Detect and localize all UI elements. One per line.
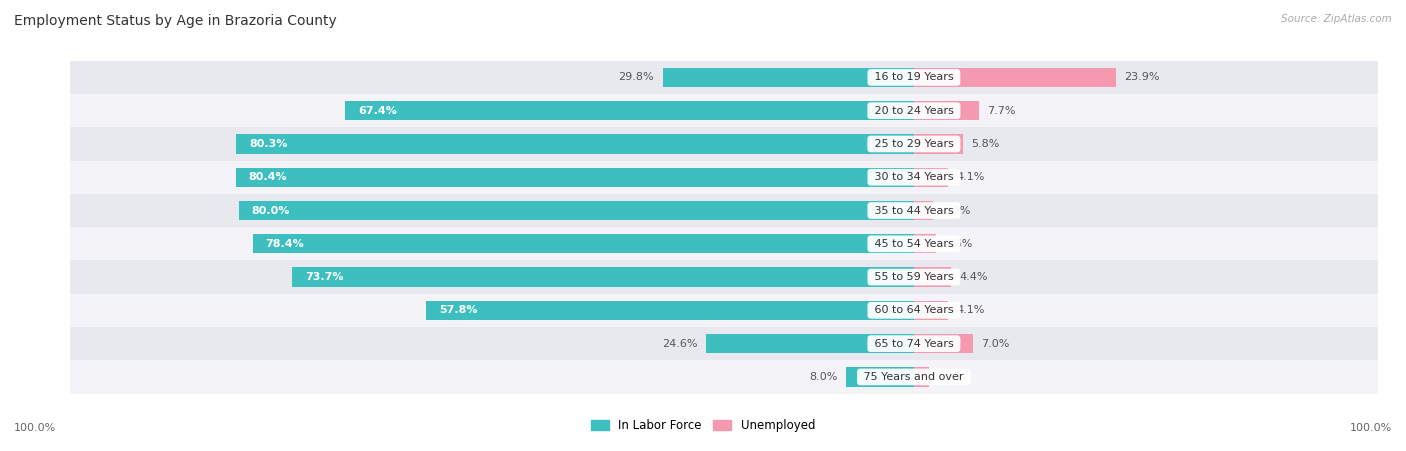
- Bar: [253, 234, 914, 253]
- Text: 7.0%: 7.0%: [981, 339, 1010, 349]
- Text: 7.7%: 7.7%: [987, 106, 1015, 116]
- Bar: [914, 101, 979, 120]
- Bar: [846, 367, 914, 387]
- Bar: [914, 267, 950, 287]
- Text: 2.6%: 2.6%: [945, 239, 973, 249]
- Text: 4.1%: 4.1%: [957, 172, 986, 182]
- Text: 20 to 24 Years: 20 to 24 Years: [870, 106, 957, 116]
- Text: 60 to 64 Years: 60 to 64 Years: [870, 305, 957, 315]
- Text: 65 to 74 Years: 65 to 74 Years: [870, 339, 957, 349]
- Bar: [70, 294, 1406, 327]
- Bar: [70, 327, 1406, 360]
- Text: 5.8%: 5.8%: [972, 139, 1000, 149]
- Text: 80.4%: 80.4%: [249, 172, 287, 182]
- Bar: [292, 267, 914, 287]
- Bar: [70, 94, 1406, 127]
- Text: 1.8%: 1.8%: [938, 372, 966, 382]
- Bar: [914, 334, 973, 353]
- Text: 73.7%: 73.7%: [305, 272, 343, 282]
- Text: 57.8%: 57.8%: [439, 305, 478, 315]
- Bar: [70, 260, 1406, 294]
- Text: 35 to 44 Years: 35 to 44 Years: [870, 206, 957, 216]
- Bar: [70, 61, 1406, 94]
- Text: 24.6%: 24.6%: [662, 339, 697, 349]
- Text: 4.1%: 4.1%: [957, 305, 986, 315]
- Text: Source: ZipAtlas.com: Source: ZipAtlas.com: [1281, 14, 1392, 23]
- Bar: [914, 134, 963, 154]
- Bar: [706, 334, 914, 353]
- Text: 78.4%: 78.4%: [266, 239, 304, 249]
- Bar: [662, 68, 914, 87]
- Text: 16 to 19 Years: 16 to 19 Years: [870, 73, 957, 83]
- Bar: [914, 201, 934, 220]
- Text: 29.8%: 29.8%: [619, 73, 654, 83]
- Text: Employment Status by Age in Brazoria County: Employment Status by Age in Brazoria Cou…: [14, 14, 337, 28]
- Text: 25 to 29 Years: 25 to 29 Years: [870, 139, 957, 149]
- Bar: [70, 360, 1406, 394]
- Text: 23.9%: 23.9%: [1123, 73, 1160, 83]
- Text: 2.3%: 2.3%: [942, 206, 970, 216]
- Text: 80.3%: 80.3%: [249, 139, 287, 149]
- Text: 45 to 54 Years: 45 to 54 Years: [870, 239, 957, 249]
- Text: 67.4%: 67.4%: [359, 106, 396, 116]
- Bar: [914, 234, 936, 253]
- Bar: [914, 168, 949, 187]
- Text: 55 to 59 Years: 55 to 59 Years: [870, 272, 957, 282]
- Bar: [70, 161, 1406, 194]
- Text: 8.0%: 8.0%: [810, 372, 838, 382]
- Bar: [346, 101, 914, 120]
- Bar: [70, 227, 1406, 260]
- Bar: [236, 168, 914, 187]
- Bar: [70, 194, 1406, 227]
- Bar: [239, 201, 914, 220]
- Legend: In Labor Force, Unemployed: In Labor Force, Unemployed: [591, 419, 815, 432]
- Text: 100.0%: 100.0%: [14, 423, 56, 433]
- Bar: [914, 68, 1115, 87]
- Text: 4.4%: 4.4%: [959, 272, 988, 282]
- Text: 75 Years and over: 75 Years and over: [860, 372, 967, 382]
- Text: 100.0%: 100.0%: [1350, 423, 1392, 433]
- Text: 30 to 34 Years: 30 to 34 Years: [870, 172, 957, 182]
- Bar: [914, 367, 929, 387]
- Text: 80.0%: 80.0%: [252, 206, 290, 216]
- Bar: [914, 301, 949, 320]
- Bar: [236, 134, 914, 154]
- Bar: [70, 127, 1406, 161]
- Bar: [426, 301, 914, 320]
